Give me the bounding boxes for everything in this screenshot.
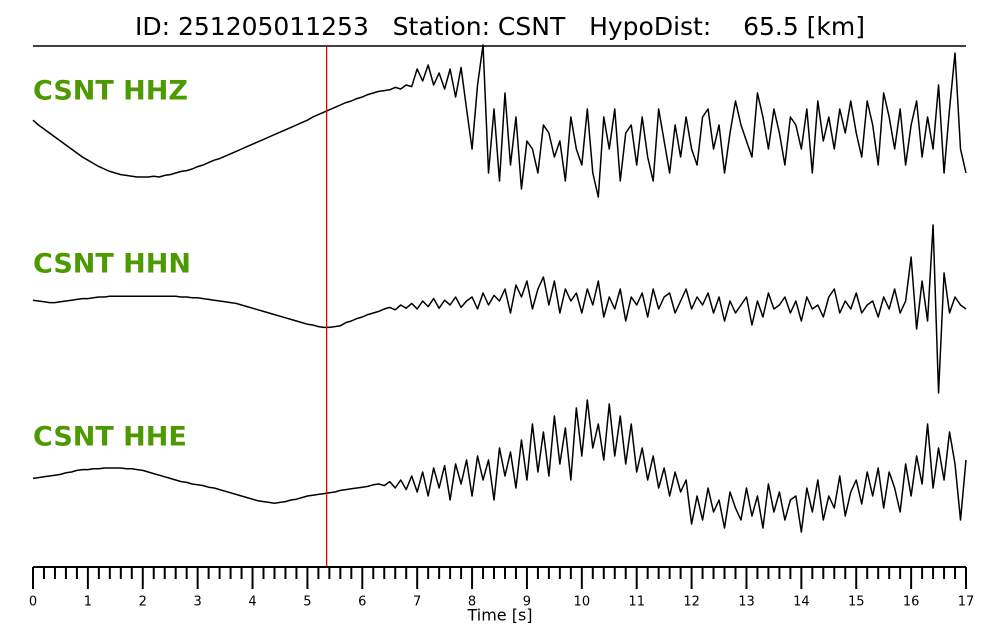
x-tick-label: 15 (848, 595, 865, 610)
x-tick-label: 2 (139, 595, 147, 610)
x-tick-label: 17 (958, 595, 975, 610)
channel-label: CSNT HHZ (33, 76, 188, 107)
x-tick-label: 14 (793, 595, 810, 610)
x-tick-label: 3 (194, 595, 202, 610)
x-tick-label: 1 (84, 595, 92, 610)
x-tick-label: 8 (468, 595, 476, 610)
channel-label: CSNT HHN (33, 249, 191, 280)
x-tick-label: 7 (413, 595, 421, 610)
x-tick-label: 13 (738, 595, 755, 610)
x-tick-label: 12 (683, 595, 700, 610)
channel-label: CSNT HHE (33, 422, 187, 453)
waveform (32, 224, 967, 394)
x-tick-label: 0 (29, 595, 37, 610)
waveform (32, 399, 967, 533)
x-axis-label: Time [s] (466, 606, 532, 625)
x-tick-label: 5 (303, 595, 311, 610)
x-tick-label: 6 (358, 595, 366, 610)
x-tick-label: 16 (903, 595, 920, 610)
x-tick-label: 10 (574, 595, 591, 610)
chart-title: ID: 251205011253 Station: CSNT HypoDist:… (135, 12, 865, 41)
x-tick-label: 11 (628, 595, 645, 610)
waveform (32, 44, 967, 198)
x-tick-label: 4 (248, 595, 256, 610)
x-tick-label: 9 (523, 595, 531, 610)
